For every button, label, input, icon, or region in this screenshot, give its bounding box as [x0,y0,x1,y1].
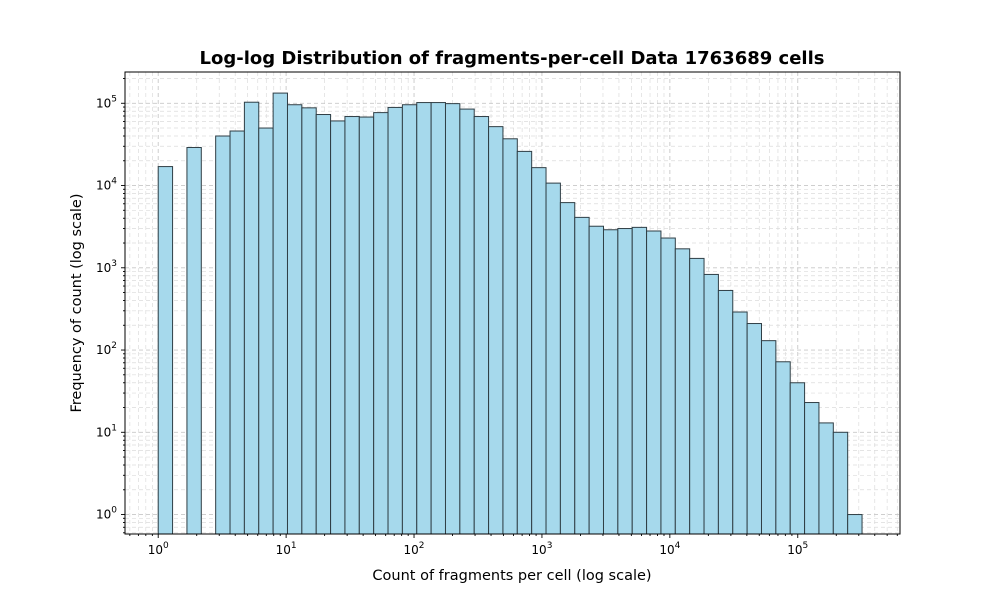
histogram-bar [516,150,533,535]
x-tick-label: 100 [148,541,169,557]
histogram-bar [531,167,547,535]
histogram-bar [344,116,360,535]
histogram-bar [387,106,403,535]
histogram-bar [229,130,245,535]
histogram-bar [703,273,719,535]
histogram-bar [330,120,346,535]
histogram-bar [832,431,849,535]
histogram-bar [746,323,762,535]
histogram-bar [617,228,633,535]
histogram-bar [272,92,288,535]
histogram-bar [588,225,604,535]
histogram-bar [660,237,676,535]
histogram-bar [502,138,518,535]
histogram-bar [574,216,590,535]
histogram-bar [459,108,475,535]
x-tick-label: 101 [276,541,297,557]
x-tick-label: 102 [404,541,425,557]
histogram-bar [401,104,418,535]
histogram-bar [444,103,461,535]
histogram-bar [243,101,260,535]
histogram-bar [430,102,446,535]
histogram-bar [760,340,777,535]
histogram-bar [847,514,863,535]
histogram-bar [789,382,806,535]
histogram-bar [631,226,648,535]
histogram-bar [373,112,389,535]
histogram-bar [559,202,576,535]
histogram-bars [157,92,863,535]
histogram-bar [286,104,303,535]
histogram-bar [818,422,834,535]
y-tick-label: 104 [96,177,117,193]
y-axis-label: Frequency of count (log scale) [69,193,85,412]
x-tick-label: 104 [659,541,680,557]
histogram-bar [258,127,274,535]
histogram-bar [416,102,432,535]
histogram-bar [215,135,231,535]
x-tick-label: 105 [787,541,808,557]
histogram-bar [689,257,705,535]
x-tick-label: 103 [531,541,552,557]
y-tick-label: 100 [96,506,117,522]
plot-frame [124,71,901,535]
y-tick-label: 102 [96,341,117,357]
y-tick-label: 105 [96,94,117,110]
histogram-bar [804,402,820,535]
histogram-bar [473,116,490,535]
histogram-bar [732,311,748,535]
x-axis-label: Count of fragments per cell (log scale) [372,568,651,584]
histogram-bar [717,289,734,535]
histogram-bar [301,107,317,535]
histogram-bar [157,166,174,535]
histogram-bar [488,126,504,535]
histogram-bar [315,114,332,535]
y-tick-label: 101 [96,423,117,439]
histogram-bar [602,229,619,535]
histogram-bar [646,230,662,535]
histogram-bar [674,248,691,535]
chart-title: Log-log Distribution of fragments-per-ce… [200,48,825,69]
histogram-bar [545,182,561,535]
histogram-bar [186,146,202,535]
y-tick-label: 103 [96,259,117,275]
histogram-bar [358,116,375,535]
histogram-bar [775,361,791,535]
